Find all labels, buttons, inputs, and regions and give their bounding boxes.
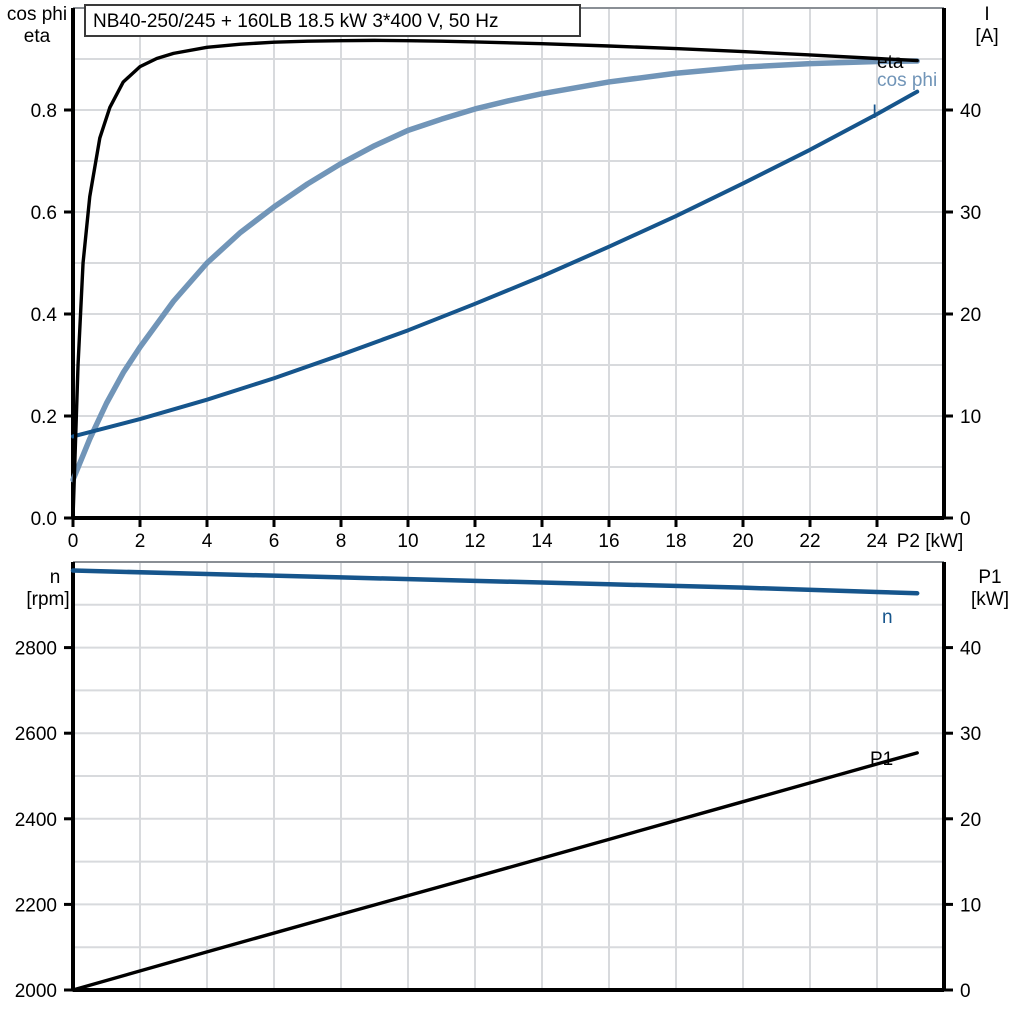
curve-label-p1: P1 bbox=[870, 749, 893, 770]
tick-label-x-top: 2 bbox=[135, 531, 146, 552]
left-axis-title-bottom: [rpm] bbox=[26, 589, 69, 610]
right-axis-title-top: I bbox=[984, 4, 989, 25]
tick-label-x-top: 16 bbox=[598, 531, 619, 552]
curve-i bbox=[71, 89, 920, 439]
tick-label-right-bottom: 20 bbox=[960, 810, 981, 831]
tick-label-x-top: 24 bbox=[866, 531, 888, 552]
tick-label-left-top: 0.6 bbox=[31, 203, 57, 224]
tick-label-right-top: 30 bbox=[960, 203, 981, 224]
tick-label-left-top: 0.8 bbox=[31, 101, 57, 122]
title-box bbox=[84, 4, 581, 37]
tick-label-right-bottom: 40 bbox=[960, 639, 981, 660]
right-axis-title-bottom: P1 bbox=[978, 567, 1001, 588]
tick-label-x-top: 22 bbox=[799, 531, 820, 552]
curve-label-eta: eta bbox=[877, 52, 904, 73]
curve-label-cos-phi: cos phi bbox=[877, 70, 937, 91]
curve-eta bbox=[71, 38, 919, 520]
tick-label-x-top: 0 bbox=[68, 531, 79, 552]
curve-p1 bbox=[71, 751, 919, 992]
tick-label-right-bottom: 0 bbox=[960, 981, 971, 1002]
tick-label-x-top: 20 bbox=[732, 531, 753, 552]
tick-label-left-bottom: 2800 bbox=[15, 639, 57, 660]
tick-label-left-top: 0.2 bbox=[31, 407, 57, 428]
tick-label-left-bottom: 2000 bbox=[15, 981, 57, 1002]
tick-label-x-top: 4 bbox=[202, 531, 213, 552]
curve-label-current: I bbox=[872, 102, 877, 123]
tick-label-left-bottom: 2400 bbox=[15, 810, 57, 831]
left-axis-title-bottom: n bbox=[50, 567, 61, 588]
tick-label-left-top: 0.4 bbox=[31, 305, 58, 326]
left-axis-title-top: eta bbox=[24, 26, 51, 47]
tick-label-right-bottom: 10 bbox=[960, 895, 981, 916]
tick-label-left-bottom: 2200 bbox=[15, 895, 57, 916]
tick-label-x-top: 8 bbox=[336, 531, 347, 552]
tick-label-right-bottom: 30 bbox=[960, 724, 981, 745]
right-axis-title-top: [A] bbox=[975, 26, 998, 47]
x-axis-title: P2 [kW] bbox=[897, 531, 964, 552]
tick-label-right-top: 40 bbox=[960, 101, 981, 122]
tick-label-x-top: 14 bbox=[531, 531, 553, 552]
curve-label-speed: n bbox=[882, 607, 893, 628]
tick-label-left-bottom: 2600 bbox=[15, 724, 57, 745]
tick-label-right-top: 10 bbox=[960, 407, 981, 428]
right-axis-title-bottom: [kW] bbox=[971, 589, 1009, 610]
tick-label-left-top: 0.0 bbox=[31, 509, 57, 530]
title-box-text: NB40-250/245 + 160LB 18.5 kW 3*400 V, 50… bbox=[93, 11, 498, 32]
tick-label-right-top: 20 bbox=[960, 305, 981, 326]
curve-n bbox=[70, 568, 920, 596]
left-axis-title-top: cos phi bbox=[7, 4, 67, 25]
tick-label-x-top: 12 bbox=[464, 531, 485, 552]
tick-label-x-top: 18 bbox=[665, 531, 686, 552]
tick-label-x-top: 10 bbox=[397, 531, 418, 552]
curve-cos-phi bbox=[70, 58, 920, 483]
tick-label-right-top: 0 bbox=[960, 509, 971, 530]
tick-label-x-top: 6 bbox=[269, 531, 280, 552]
